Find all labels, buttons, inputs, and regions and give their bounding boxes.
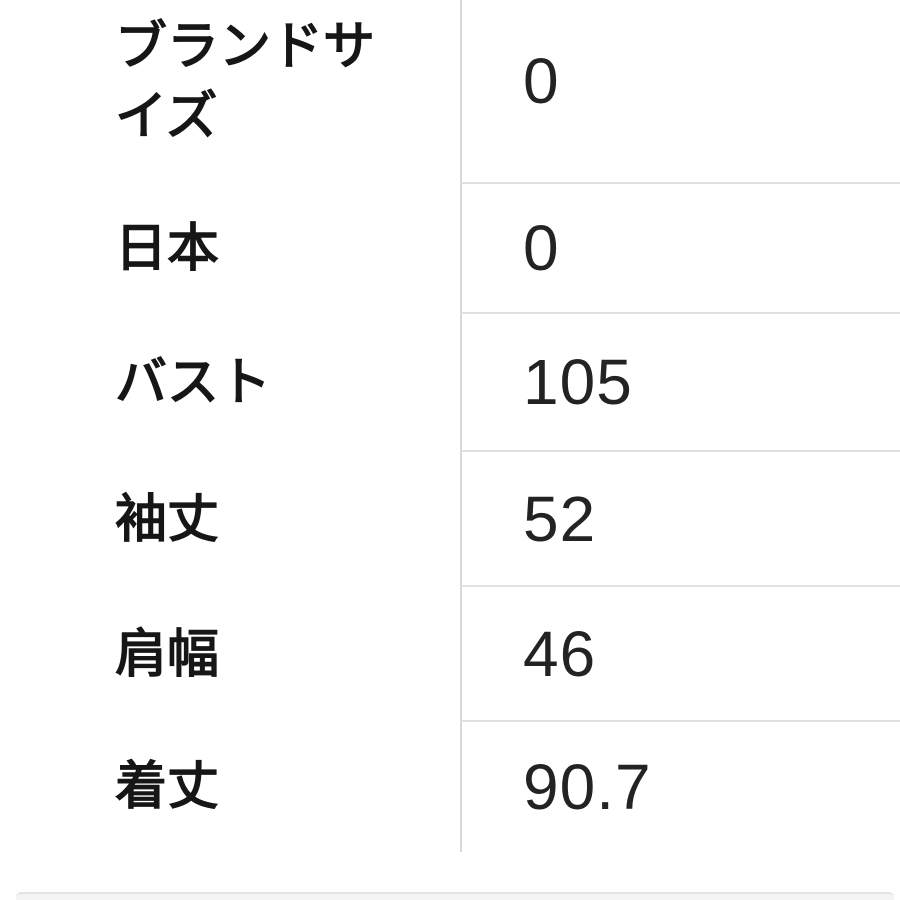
row-value: 105: [460, 314, 900, 452]
size-table: ブランドサイズ 0 日本 0 バスト 105 袖丈 52 肩幅 46 着丈 90…: [0, 0, 900, 852]
table-row: 袖丈 52: [0, 452, 900, 587]
row-value: 0: [460, 184, 900, 314]
row-label: ブランドサイズ: [115, 18, 376, 146]
row-value: 52: [460, 452, 900, 587]
table-row: バスト 105: [0, 314, 900, 452]
table-row: 着丈 90.7: [0, 722, 900, 852]
row-label: 日本: [115, 220, 220, 278]
table-row: 肩幅 46: [0, 587, 900, 722]
horizontal-scrollbar[interactable]: [16, 892, 894, 900]
table-row: 日本 0: [0, 184, 900, 314]
table-row: ブランドサイズ 0: [0, 0, 900, 184]
row-label: 着丈: [115, 758, 220, 816]
row-label: 袖丈: [115, 490, 220, 549]
row-value: 46: [460, 587, 900, 722]
row-value: 90.7: [460, 722, 900, 852]
row-label: バスト: [115, 354, 272, 412]
row-label: 肩幅: [115, 625, 220, 684]
row-value: 0: [460, 0, 900, 184]
